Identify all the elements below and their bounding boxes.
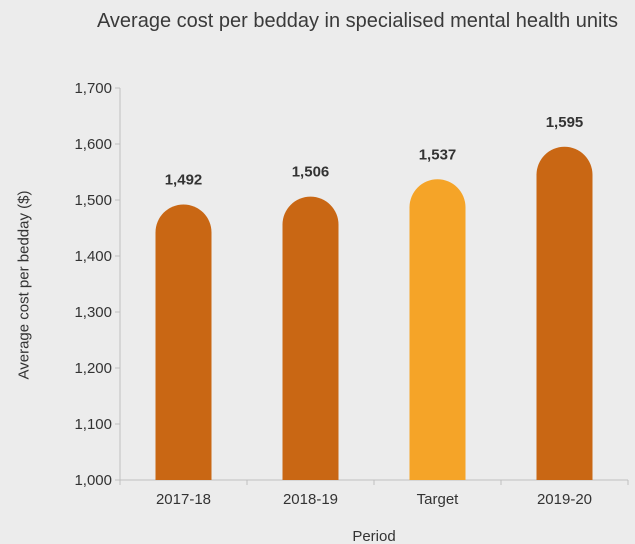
bar	[536, 146, 593, 481]
bar-value-label: 1,595	[546, 114, 584, 131]
x-tick-label: 2017-18	[156, 491, 211, 508]
y-tick-label: 1,200	[74, 360, 112, 377]
chart-title: Average cost per bedday in specialised m…	[96, 10, 619, 32]
bar	[282, 196, 339, 480]
y-tick-label: 1,500	[74, 192, 112, 209]
y-tick-label: 1,700	[74, 80, 112, 97]
bar-value-label: 1,506	[292, 164, 330, 181]
bar	[155, 204, 212, 480]
y-tick-label: 1,100	[74, 416, 112, 433]
y-tick-label: 1,000	[74, 472, 112, 489]
y-tick-label: 1,400	[74, 248, 112, 265]
x-axis-label: Period	[352, 528, 396, 544]
x-tick-label: 2018-19	[283, 491, 338, 508]
y-tick-label: 1,300	[74, 304, 112, 321]
bar	[409, 179, 466, 480]
bar-value-label: 1,492	[165, 171, 203, 188]
y-tick-label: 1,600	[74, 136, 112, 153]
x-tick-label: 2019-20	[537, 491, 592, 508]
bar-value-label: 1,537	[419, 146, 457, 163]
x-tick-label: Target	[417, 491, 460, 508]
